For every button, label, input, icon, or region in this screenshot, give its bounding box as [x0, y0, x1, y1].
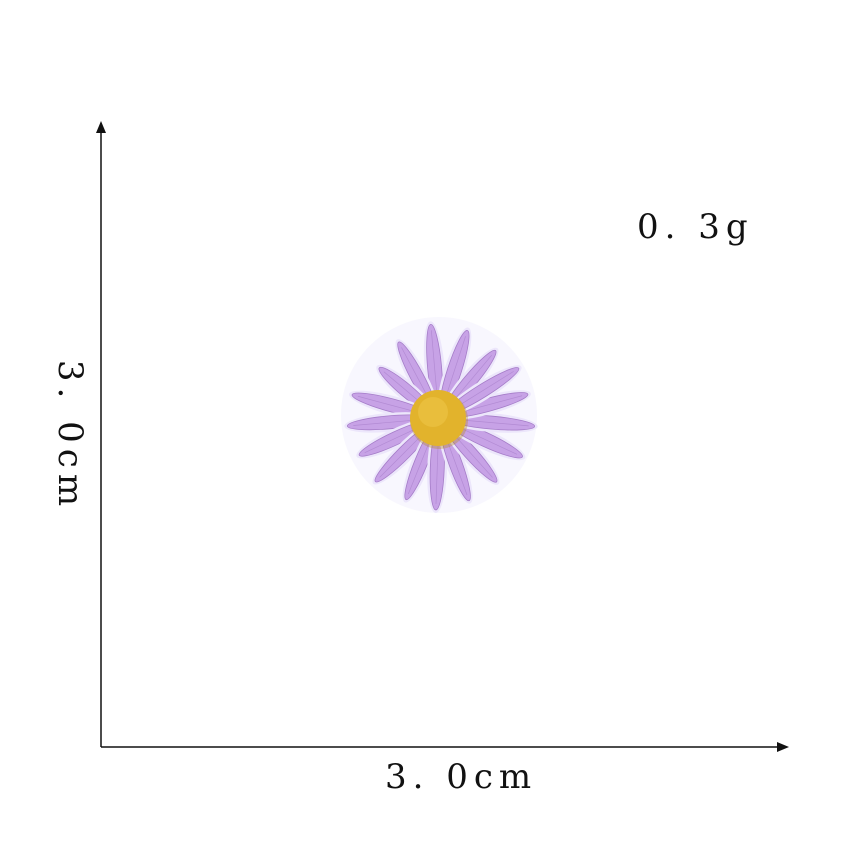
weight-label: 0. 3g — [637, 207, 754, 247]
width-dimension-label: 3. 0cm — [385, 757, 538, 797]
vertical-axis-arrowhead — [96, 121, 106, 133]
daisy-center-highlight — [418, 397, 448, 427]
horizontal-axis-arrowhead — [777, 742, 789, 752]
height-dimension-label: 3. 0cm — [50, 359, 90, 513]
purple-daisy-patch-image — [341, 317, 538, 513]
